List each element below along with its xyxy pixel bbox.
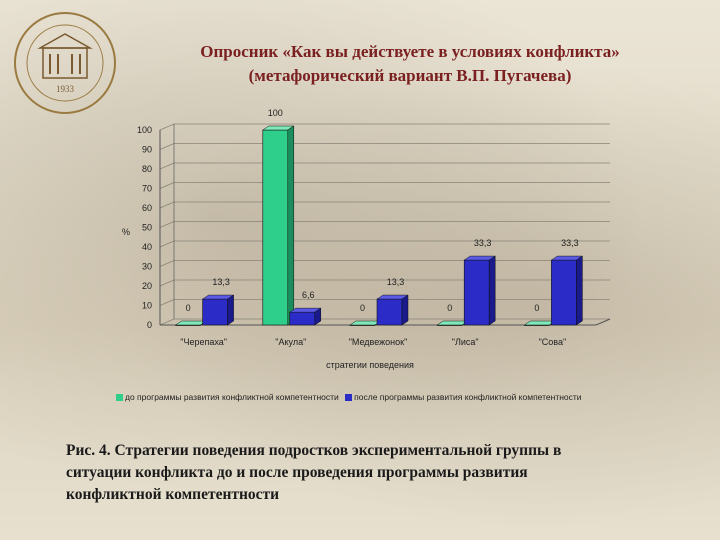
y-tick-label: 30 xyxy=(142,262,152,272)
gridline-side xyxy=(159,279,175,287)
figure-caption: Рис. 4. Стратегии поведения подростков э… xyxy=(66,440,686,506)
university-emblem-icon: 1933 xyxy=(14,12,116,114)
y-tick-label: 90 xyxy=(142,145,152,155)
data-label: 0 xyxy=(360,303,365,313)
page-title: Опросник «Как вы действуете в условиях к… xyxy=(150,40,670,88)
data-label: 100 xyxy=(268,108,283,118)
legend-label-after: после программы развития конфликтной ком… xyxy=(354,392,582,402)
x-axis-title: стратегии поведения xyxy=(326,360,414,370)
y-tick-label: 50 xyxy=(142,223,152,233)
caption-line-3: конфликтной компетентности xyxy=(66,486,280,503)
title-line-2: (метафорический вариант В.П. Пугачева) xyxy=(248,66,572,85)
bar-after xyxy=(376,298,403,326)
gridline-side xyxy=(159,182,175,189)
y-tick-label: 70 xyxy=(142,184,152,194)
bar-side-face xyxy=(287,125,295,326)
bar-after xyxy=(551,259,577,326)
x-axis-side xyxy=(595,318,611,326)
y-tick-label: 60 xyxy=(142,203,152,213)
y-tick-label: 20 xyxy=(142,281,152,291)
y-tick-label: 80 xyxy=(142,164,152,174)
data-label: 33,3 xyxy=(561,238,579,248)
gridline-side xyxy=(159,143,175,150)
gridline-side xyxy=(159,318,175,326)
x-tick-label: "Медвежонок" xyxy=(349,337,408,347)
data-label: 0 xyxy=(447,303,452,313)
bar-side-face xyxy=(576,255,583,326)
x-tick-label: "Акула" xyxy=(275,337,306,347)
gridline-side xyxy=(159,221,175,228)
y-tick-label: 10 xyxy=(142,301,152,311)
gridline-side xyxy=(159,240,175,248)
legend-swatch-before xyxy=(116,394,123,401)
data-label: 6,6 xyxy=(302,290,315,300)
title-line-1: Опросник «Как вы действуете в условиях к… xyxy=(200,42,620,61)
data-label: 33,3 xyxy=(474,238,492,248)
gridline-side xyxy=(159,260,175,267)
gridline-side xyxy=(159,123,175,131)
x-tick-label: "Лиса" xyxy=(452,337,479,347)
bar-after xyxy=(289,311,316,326)
chart-legend: до программы развития конфликтной компет… xyxy=(116,392,676,402)
x-tick-label: "Сова" xyxy=(539,337,567,347)
logo-year: 1933 xyxy=(56,84,75,94)
bar-side-face xyxy=(227,294,234,326)
y-tick-label: 40 xyxy=(142,242,152,252)
data-label: 0 xyxy=(534,303,539,313)
data-label: 13,3 xyxy=(387,277,405,287)
data-label: 13,3 xyxy=(212,277,230,287)
bar-after xyxy=(463,259,490,326)
bar-after xyxy=(202,298,228,326)
bar-before xyxy=(262,129,289,326)
gridline-side xyxy=(159,201,175,209)
caption-line-1: Рис. 4. Стратегии поведения подростков э… xyxy=(66,442,562,459)
data-label: 0 xyxy=(186,303,191,313)
caption-line-2: ситуации конфликта до и после проведения… xyxy=(66,464,528,481)
bar-side-face xyxy=(401,294,409,326)
gridline-side xyxy=(159,299,175,306)
legend-swatch-after xyxy=(345,394,353,401)
y-axis-label: % xyxy=(122,227,131,237)
bar-side-face xyxy=(488,255,496,326)
x-tick-label: "Черепаха" xyxy=(180,337,227,347)
gridline-side xyxy=(159,162,175,170)
legend-label-before: до программы развития конфликтной компет… xyxy=(125,392,339,402)
y-tick-label: 0 xyxy=(147,320,152,330)
bar-side-face xyxy=(314,307,322,326)
y-tick-label: 100 xyxy=(137,125,152,135)
